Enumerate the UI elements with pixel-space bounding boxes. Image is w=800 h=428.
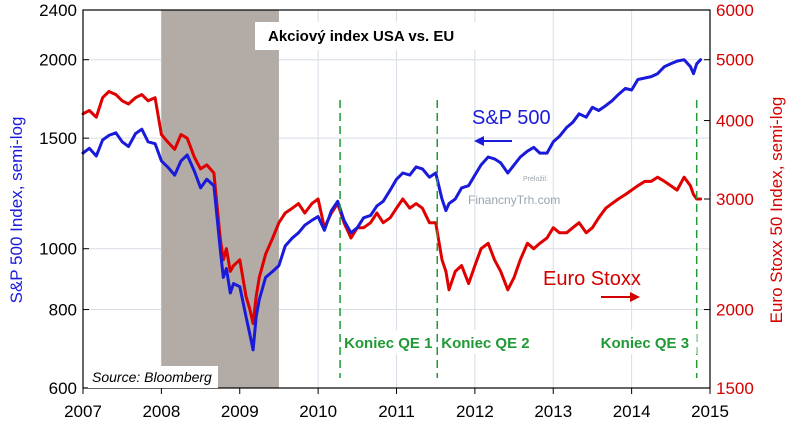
series-line-eurostoxx — [81, 90, 703, 325]
x-tick-2014: 2014 — [613, 402, 651, 421]
series-layer — [81, 58, 703, 352]
qe-label-2: Koniec QE 2 — [441, 335, 529, 352]
x-tick-2012: 2012 — [456, 402, 494, 421]
y-tick-left-1500: 1500 — [39, 129, 77, 148]
y-tick-right-1500: 1500 — [716, 379, 754, 398]
y-tick-left-600: 600 — [49, 379, 77, 398]
x-tick-2013: 2013 — [534, 402, 572, 421]
qe-lines: Koniec QE 1 Koniec QE 2 Koniec QE 3 — [339, 100, 698, 378]
arrow-right-icon — [601, 292, 640, 302]
qe-label-box-1 — [342, 330, 441, 354]
y-tick-right-3000: 3000 — [716, 190, 754, 209]
x-tick-2010: 2010 — [299, 402, 337, 421]
x-tick-2009: 2009 — [221, 402, 259, 421]
series-label-sp500: S&P 500 — [472, 107, 551, 129]
y-axis-left-label: S&P 500 Index, semi-log — [7, 117, 26, 304]
y-tick-right-4000: 4000 — [716, 112, 754, 131]
series-label-eurostoxx: Euro Stoxx — [543, 268, 641, 290]
x-tick-2007: 2007 — [64, 402, 102, 421]
recession-band — [161, 10, 279, 388]
y-tick-left-1000: 1000 — [39, 240, 77, 259]
x-tick-2008: 2008 — [142, 402, 180, 421]
source-box — [88, 366, 218, 388]
y-tick-left-2000: 2000 — [39, 51, 77, 70]
y-tick-right-6000: 6000 — [716, 1, 754, 20]
watermark-prefix: Preložil: — [523, 176, 548, 183]
arrow-left-icon — [474, 136, 512, 146]
y-tick-right-2000: 2000 — [716, 301, 754, 320]
y-tick-left-2400: 2400 — [39, 1, 77, 20]
y-tick-left-800: 800 — [49, 301, 77, 320]
x-tick-2011: 2011 — [378, 402, 415, 421]
y-axis-right-label: Euro Stoxx 50 Index, semi-log — [767, 97, 786, 324]
source-note: Source: Bloomberg — [92, 369, 212, 385]
tick-labels: 600 800 1000 1500 2000 2400 1500 2000 3000 4000 50… — [39, 1, 754, 421]
qe-label-box-2 — [439, 330, 538, 354]
qe-label-1: Koniec QE 1 — [344, 335, 432, 352]
title-box — [255, 22, 545, 50]
recession-shade — [161, 10, 279, 388]
watermark: FinancnyTrh.com — [468, 193, 560, 207]
y-tick-right-5000: 5000 — [716, 51, 754, 70]
qe-label-box-3 — [598, 330, 697, 354]
chart-title: Akciový index USA vs. EU — [268, 28, 454, 45]
series-line-sp500 — [81, 58, 703, 352]
x-tick-2015: 2015 — [691, 402, 729, 421]
qe-label-3: Koniec QE 3 — [601, 335, 689, 352]
